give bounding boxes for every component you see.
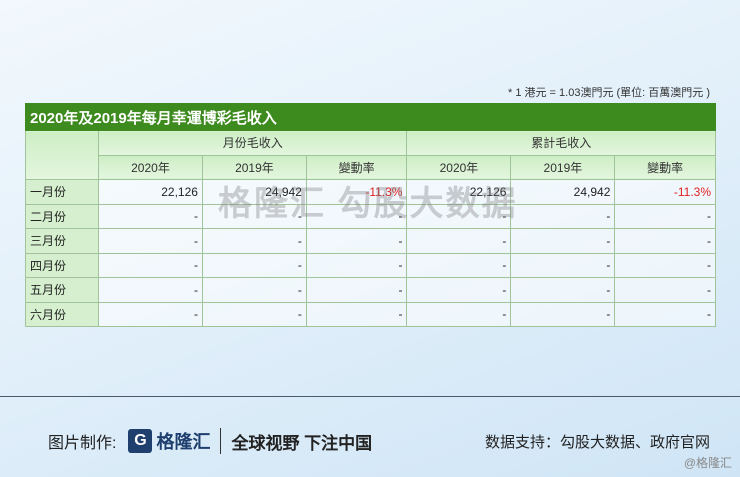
footer: 图片制作: G 格隆汇 全球视野 下注中国 数据支持：勾股大数据、政府官网	[48, 428, 710, 454]
corner-cell	[25, 130, 99, 180]
value-cell: 22,126	[406, 179, 512, 205]
value-cell: -	[614, 203, 716, 229]
month-label: 五月份	[25, 277, 99, 303]
table-row: 四月份 - - - - - -	[25, 252, 716, 278]
value-cell: 24,942	[201, 179, 307, 205]
value-cell: -	[201, 277, 307, 303]
month-label: 一月份	[25, 179, 99, 205]
value-cell: 24,942	[510, 179, 616, 205]
value-cell: -	[305, 203, 408, 229]
value-cell: -	[614, 277, 716, 303]
value-cell: -	[510, 228, 616, 254]
group-header-monthly: 月份毛收入	[97, 130, 408, 156]
table-row: 五月份 - - - - - -	[25, 277, 716, 303]
sub-header: 2020年	[406, 154, 512, 180]
slogan: 全球视野 下注中国	[231, 433, 373, 453]
value-cell: -	[406, 277, 512, 303]
gelonghui-logo: G 格隆汇	[128, 428, 210, 454]
value-cell: -	[305, 301, 408, 327]
value-cell: -	[510, 252, 616, 278]
sub-header: 2020年	[98, 154, 203, 180]
value-cell: -	[305, 228, 408, 254]
value-cell: -	[98, 228, 203, 254]
value-cell: -	[305, 277, 408, 303]
table-row: 二月份 - - - - - -	[25, 203, 716, 229]
value-cell: -	[614, 252, 716, 278]
table-row: 六月份 - - - - - -	[25, 301, 716, 327]
table-row: 三月份 - - - - - -	[25, 228, 716, 254]
value-cell: -	[614, 228, 716, 254]
unit-note: * 1 港元 = 1.03澳門元 (單位: 百萬澳門元 )	[507, 87, 710, 99]
value-cell: -	[406, 252, 512, 278]
table-title: 2020年及2019年每月幸運博彩毛收入	[25, 103, 716, 131]
value-cell: -	[201, 252, 307, 278]
sub-header: 變動率	[614, 154, 716, 180]
value-cell: -	[406, 228, 512, 254]
month-label: 二月份	[25, 203, 99, 229]
table-row: 一月份 22,126 24,942 -11.3% 22,126 24,942 -11.3%	[25, 179, 716, 205]
sub-header: 2019年	[201, 154, 307, 180]
value-cell: -	[201, 228, 307, 254]
value-cell: -	[510, 301, 616, 327]
value-cell: -	[201, 301, 307, 327]
group-header-cumulative: 累計毛收入	[406, 130, 716, 156]
value-cell: -	[98, 203, 203, 229]
month-label: 四月份	[25, 252, 99, 278]
month-label: 六月份	[25, 301, 99, 327]
value-cell: -	[98, 252, 203, 278]
value-cell: -	[614, 301, 716, 327]
sub-header: 變動率	[305, 154, 408, 180]
credit: @格隆汇	[683, 456, 732, 470]
value-cell: -	[98, 277, 203, 303]
data-source: 数据支持：勾股大数据、政府官网	[484, 433, 710, 451]
divider	[220, 428, 222, 454]
value-cell: 22,126	[98, 179, 203, 205]
revenue-table: 2020年及2019年每月幸運博彩毛收入 月份毛收入 累計毛收入 2020年 2…	[25, 103, 716, 327]
value-cell: -	[201, 203, 307, 229]
value-cell: -	[406, 301, 512, 327]
value-cell: -	[305, 252, 408, 278]
value-cell: -	[510, 277, 616, 303]
value-cell: -11.3%	[305, 179, 408, 205]
sub-header: 2019年	[510, 154, 616, 180]
value-cell: -	[510, 203, 616, 229]
value-cell: -	[406, 203, 512, 229]
month-label: 三月份	[25, 228, 99, 254]
value-cell: -11.3%	[614, 179, 716, 205]
made-by-label: 图片制作:	[48, 435, 117, 452]
value-cell: -	[98, 301, 203, 327]
logo-icon: G	[128, 429, 153, 453]
divider	[0, 396, 740, 397]
